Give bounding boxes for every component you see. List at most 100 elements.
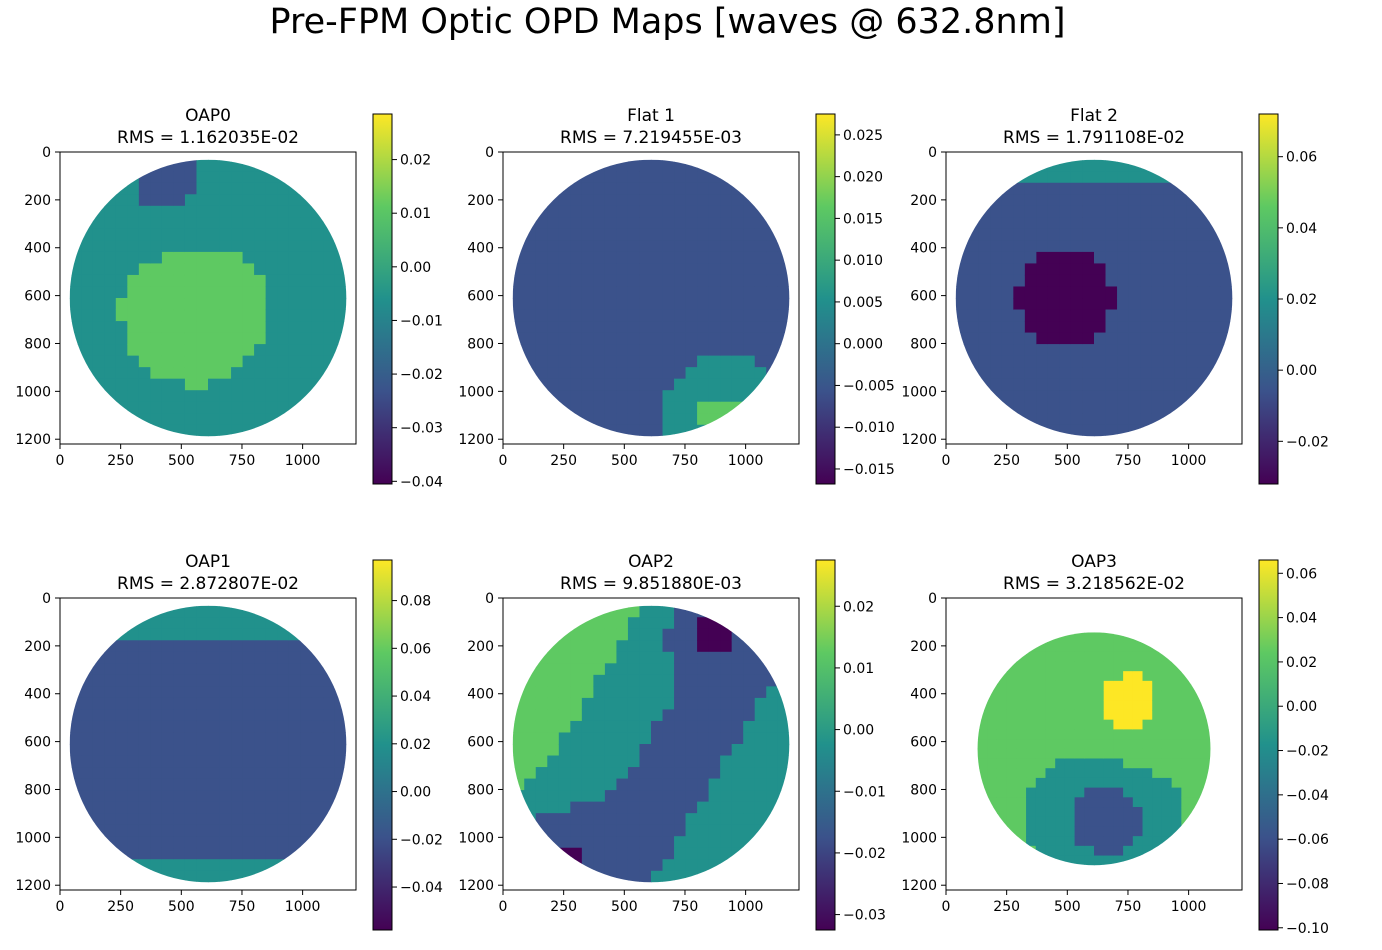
x-tick-label: 1000	[285, 899, 321, 915]
x-tick-label: 750	[1115, 453, 1142, 469]
colorbar-tick-label: 0.00	[1286, 363, 1317, 379]
heatmap-image	[955, 159, 1233, 437]
y-tick-label: 1000	[901, 830, 937, 846]
colorbar-tick-label: 0.08	[400, 594, 431, 610]
x-tick-label: 1000	[728, 453, 764, 469]
subplot-title: OAP2	[628, 552, 674, 572]
colorbar-tick-label: −0.08	[1286, 876, 1329, 892]
subplot-rms: RMS = 7.219455E-03	[560, 128, 742, 148]
x-tick-label: 500	[611, 453, 638, 469]
y-tick-label: 600	[24, 289, 51, 305]
x-tick-label: 250	[993, 453, 1020, 469]
colorbar-tick-label: 0.04	[1286, 221, 1317, 237]
y-tick-label: 1000	[15, 830, 51, 846]
x-tick-label: 500	[168, 453, 195, 469]
x-tick-label: 500	[1054, 453, 1081, 469]
heatmap-image	[69, 159, 347, 437]
x-tick-label: 1000	[728, 899, 764, 915]
colorbar-tick-label: 0.00	[400, 260, 431, 276]
y-tick-label: 400	[24, 687, 51, 703]
axes-frame	[502, 151, 800, 445]
y-tick-label: 200	[467, 193, 494, 209]
colorbar-tick-label: 0.04	[1286, 611, 1317, 627]
x-tick-label: 750	[229, 899, 256, 915]
y-tick-label: 400	[467, 687, 494, 703]
colorbar-tick-label: 0.02	[400, 737, 431, 753]
x-tick-label: 750	[672, 453, 699, 469]
y-tick-label: 600	[467, 289, 494, 305]
x-tick-label: 0	[499, 899, 508, 915]
colorbar-tick-label: 0.06	[1286, 566, 1317, 582]
x-tick-label: 750	[229, 453, 256, 469]
y-tick-label: 200	[467, 639, 494, 655]
colorbar: 0.08 0.06 0.04 0.02 0.00 −0.02 −0.04	[372, 559, 443, 931]
colorbar: 0.02 0.01 0.00 −0.01 −0.02 −0.03 −0.04	[372, 113, 443, 490]
y-tick-label: 1000	[458, 830, 494, 846]
colorbar-tick-label: 0.015	[843, 211, 883, 227]
colorbar-tick-label: 0.01	[400, 206, 431, 222]
x-tick-label: 1000	[1171, 453, 1207, 469]
subplot-title: Flat 2	[1070, 106, 1118, 126]
subplot-title: OAP1	[185, 552, 231, 572]
colorbar-tick-label: −0.02	[400, 832, 443, 848]
colorbar-tick-label: −0.04	[400, 474, 443, 490]
subplot-title: OAP0	[185, 106, 231, 126]
axes-frame	[59, 597, 357, 891]
colorbar-tick-label: −0.005	[843, 378, 895, 394]
colorbar-tick-label: −0.010	[843, 420, 895, 436]
x-tick-label: 0	[942, 453, 951, 469]
colorbar-tick-label: −0.02	[400, 367, 443, 383]
colorbar-tick-label: 0.02	[1286, 292, 1317, 308]
x-tick-label: 250	[107, 899, 134, 915]
x-tick-label: 250	[550, 453, 577, 469]
figure-title: Pre-FPM Optic OPD Maps [waves @ 632.8nm]	[269, 2, 1066, 42]
y-tick-label: 0	[485, 591, 494, 607]
colorbar-tick-label: 0.010	[843, 253, 883, 269]
x-tick-label: 0	[56, 899, 65, 915]
y-tick-label: 400	[467, 241, 494, 257]
subplot-rms: RMS = 2.872807E-02	[117, 574, 299, 594]
heatmap-image	[512, 605, 790, 883]
y-tick-label: 600	[24, 735, 51, 751]
x-tick-label: 1000	[285, 453, 321, 469]
axes-frame	[945, 597, 1243, 891]
y-tick-label: 400	[910, 687, 937, 703]
y-tick-label: 1200	[15, 432, 51, 448]
x-tick-label: 750	[1115, 899, 1142, 915]
y-tick-label: 800	[467, 336, 494, 352]
colorbar-tick-label: 0.025	[843, 128, 883, 144]
colorbar: 0.025 0.020 0.015 0.010 0.005 0.000 −0.005 −0.0…	[815, 113, 895, 485]
axes-frame	[945, 151, 1243, 445]
colorbar-tick-label: 0.020	[843, 170, 883, 186]
colorbar-tick-label: 0.00	[843, 723, 874, 739]
colorbar-tick-label: −0.04	[1286, 788, 1329, 804]
colorbar-tick-label: 0.000	[843, 337, 883, 353]
x-tick-label: 500	[168, 899, 195, 915]
x-tick-label: 250	[550, 899, 577, 915]
y-tick-label: 0	[42, 591, 51, 607]
y-tick-label: 1000	[901, 384, 937, 400]
colorbar-tick-label: −0.01	[843, 784, 886, 800]
y-tick-label: 200	[24, 193, 51, 209]
y-tick-label: 200	[910, 639, 937, 655]
heatmap-image	[512, 159, 790, 437]
colorbar-tick-label: −0.03	[400, 421, 443, 437]
y-tick-label: 800	[467, 782, 494, 798]
colorbar-tick-label: −0.03	[843, 908, 886, 924]
subplot-rms: RMS = 3.218562E-02	[1003, 574, 1185, 594]
y-tick-label: 200	[24, 639, 51, 655]
y-tick-label: 800	[24, 782, 51, 798]
colorbar-tick-label: −0.04	[400, 880, 443, 896]
colorbar-tick-label: 0.06	[1286, 150, 1317, 166]
y-tick-label: 600	[910, 735, 937, 751]
x-tick-label: 0	[56, 453, 65, 469]
x-tick-label: 500	[611, 899, 638, 915]
y-tick-label: 1200	[15, 878, 51, 894]
colorbar-tick-label: −0.015	[843, 462, 895, 478]
x-tick-label: 0	[499, 453, 508, 469]
heatmap-image	[69, 605, 347, 883]
x-tick-label: 500	[1054, 899, 1081, 915]
